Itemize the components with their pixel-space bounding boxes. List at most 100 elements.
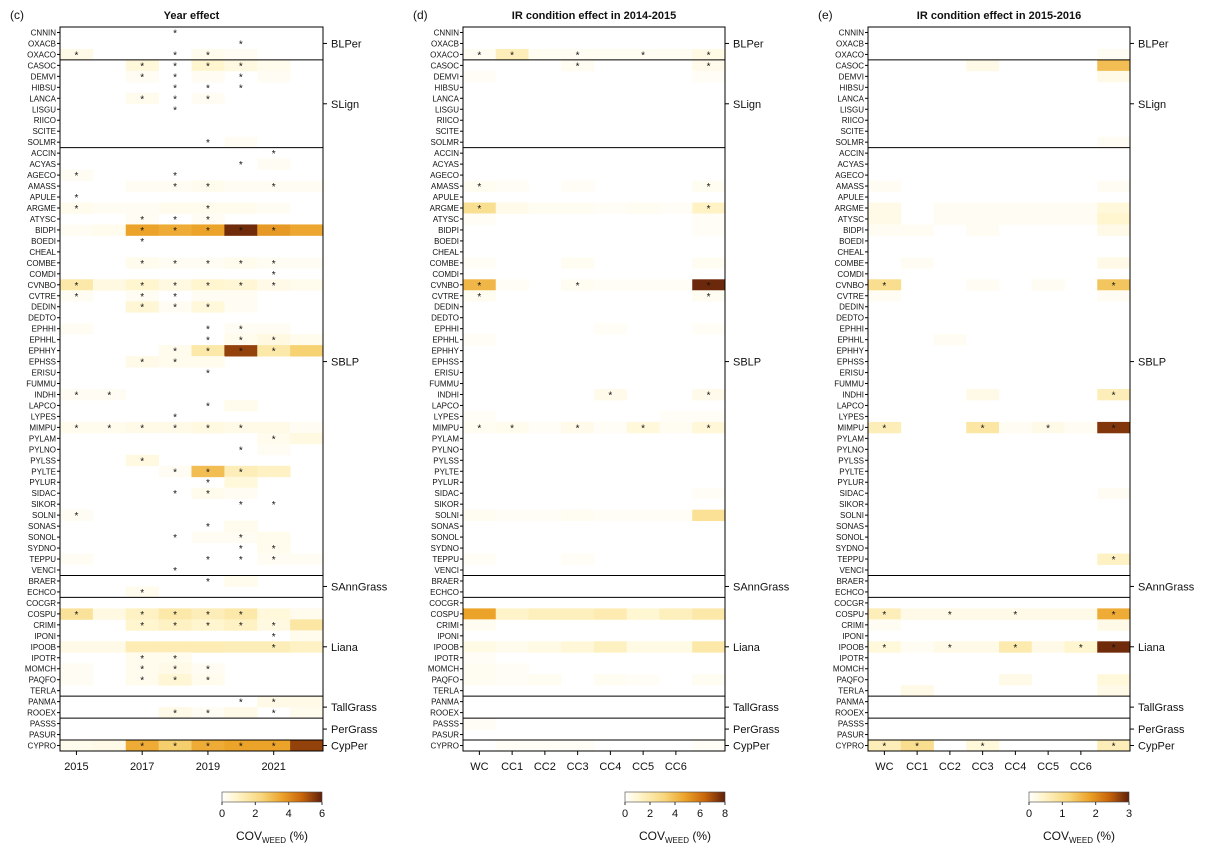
heatmap-cell [158,465,192,478]
significance-star: * [206,215,210,226]
heatmap-cell [191,48,225,61]
species-label: COMBE [835,259,864,268]
heatmap-cell [60,608,94,620]
heatmap-cell [191,202,225,214]
species-label: CNNIN [434,28,460,37]
heatmap-cell [158,740,192,752]
heatmap-cell [528,608,562,620]
significance-star: * [140,226,144,237]
group-label: SAnnGrass [331,581,388,593]
species-label: TEPPU [837,555,864,564]
species-label: ACYAS [837,160,864,169]
group-label: CypPer [1138,741,1175,753]
heatmap-cell [60,323,94,335]
heatmap-cell [659,279,693,291]
heatmap-cell [1064,213,1098,225]
significance-star: * [272,182,276,193]
heatmap-cell [60,202,94,214]
significance-star: * [641,423,645,434]
heatmap-cell [158,356,192,368]
significance-star: * [576,61,580,72]
heatmap-cell [463,553,497,565]
heatmap-cell [1031,202,1065,214]
heatmap-cell [92,421,127,434]
heatmap-cell [594,202,628,214]
heatmap-cell [966,279,1000,291]
species-label: PANMA [836,698,865,707]
heatmap-cell [125,619,160,631]
significance-star: * [707,204,711,215]
significance-star: * [576,281,580,292]
heatmap-cell [659,509,693,522]
heatmap-cell [594,389,628,401]
significance-star: * [173,742,177,753]
heatmap-cell [594,279,628,291]
species-label: SYDNO [431,544,459,553]
heatmap-cell [495,279,529,291]
colorbar-tick-label: 0 [219,808,225,820]
heatmap-cell [966,608,1000,620]
heatmap-cell [224,740,258,752]
species-label: LANCA [837,94,864,103]
species-label: INDHI [34,390,56,399]
significance-star: * [206,709,210,720]
heatmap-cell [463,70,497,83]
heatmap-cell [495,608,529,620]
species-label: PYLNO [432,445,459,454]
heatmap-cell [999,421,1033,434]
heatmap-cell [257,432,291,445]
heatmap-cell [463,718,497,730]
heatmap-cell [594,509,628,522]
heatmap-cell [692,389,726,401]
species-label: SONAS [28,522,56,531]
heatmap-cell [868,641,902,653]
species-label: ACCIN [434,149,459,158]
heatmap-cell [966,213,1000,225]
species-label: AMASS [836,182,864,191]
heatmap-cell [125,740,160,752]
significance-star: * [206,489,210,500]
species-label: COSPU [431,610,460,619]
significance-star: * [206,281,210,292]
heatmap-cell [868,619,902,631]
species-label: RIICO [34,116,56,125]
species-label: FUMMU [834,380,864,389]
significance-star: * [206,478,210,489]
species-label: LISGU [840,105,864,114]
species-label: IPOOB [839,643,864,652]
heatmap-cell [290,257,324,269]
heatmap-cell [257,641,291,653]
significance-star: * [272,742,276,753]
plot-frame [59,26,324,752]
heatmap-cell [463,641,497,653]
heatmap-cell [60,641,94,653]
significance-star: * [173,292,177,303]
species-label: CVNBO [431,281,459,290]
significance-star: * [206,423,210,434]
species-label: COCGR [26,599,56,608]
species-label: MOMCH [428,665,459,674]
heatmap-cell [224,279,258,291]
significance-star: * [140,665,144,676]
heatmap-cell [692,202,726,214]
species-label: SYDNO [836,544,864,553]
significance-star: * [272,643,276,654]
species-label: IPONI [34,632,56,641]
heatmap-cell [999,674,1033,686]
heatmap-cell [692,180,726,192]
heatmap-cell [1097,290,1131,302]
species-label: EPHHY [28,347,56,356]
heatmap-cell [1097,59,1131,72]
significance-star: * [140,588,144,599]
significance-star: * [1112,281,1116,292]
significance-star: * [173,621,177,632]
significance-star: * [707,61,711,72]
species-label: DEDIN [434,303,459,312]
species-label: AGECO [430,171,459,180]
species-label: COMBE [27,259,56,268]
heatmap-cell [257,279,291,291]
heatmap-cell [999,202,1033,214]
heatmap-cell [463,290,497,302]
species-label: SIKOR [31,500,56,509]
